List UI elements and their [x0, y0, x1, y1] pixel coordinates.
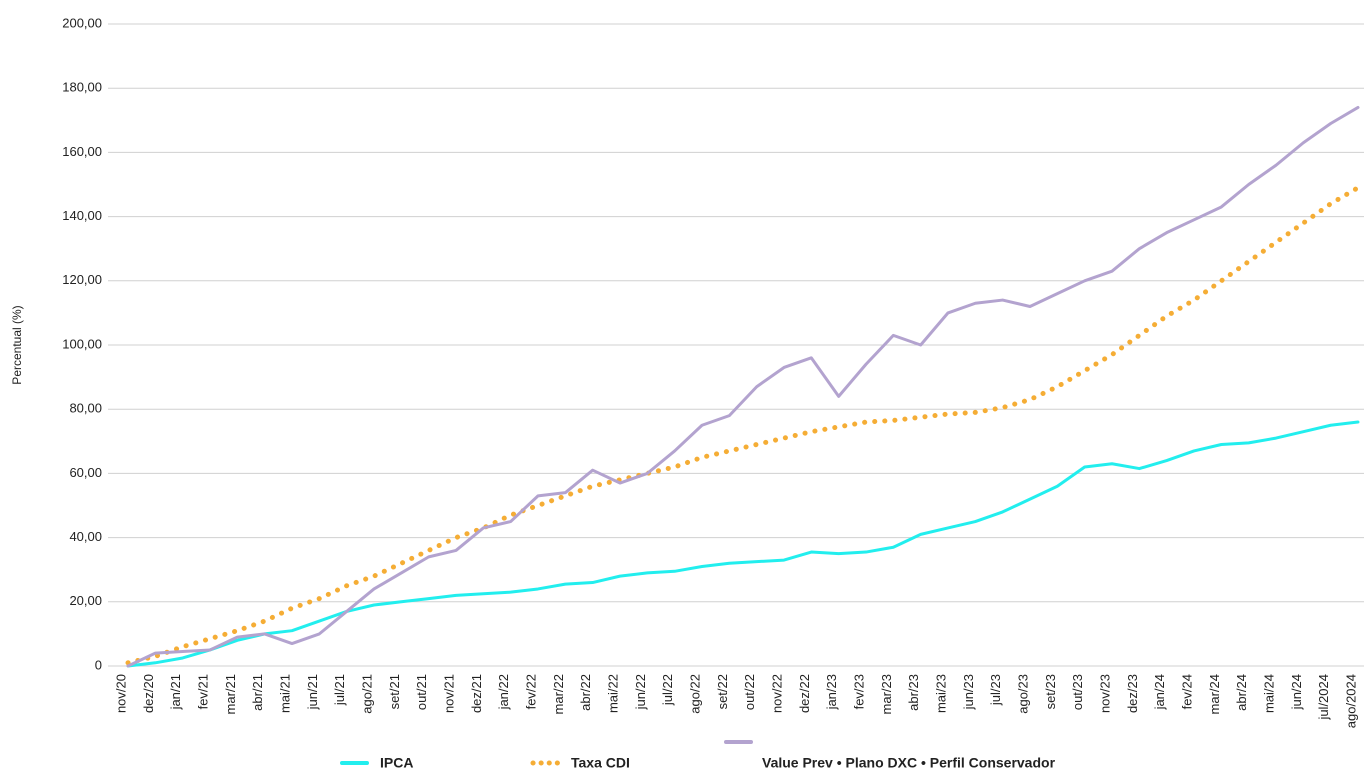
x-tick-label: jan/24	[1152, 674, 1167, 710]
x-tick-label: ago/21	[359, 674, 374, 714]
x-tick-label: dez/20	[141, 674, 156, 713]
x-tick-label: mai/23	[933, 674, 948, 713]
x-tick-label: jul/22	[660, 674, 675, 706]
x-tick-label: out/23	[1070, 674, 1085, 710]
y-tick-label: 40,00	[69, 529, 102, 544]
x-tick-label: set/22	[715, 674, 730, 709]
x-tick-label: mar/23	[879, 674, 894, 714]
x-tick-label: jan/21	[168, 674, 183, 710]
data-line	[126, 420, 1360, 668]
y-tick-label: 120,00	[62, 272, 102, 287]
data-line	[126, 105, 1360, 668]
x-tick-label: mai/21	[277, 674, 292, 713]
x-tick-label: abr/21	[250, 674, 265, 711]
x-tick-label: jul/21	[332, 674, 347, 706]
x-tick-label: abr/22	[578, 674, 593, 711]
x-tick-label: dez/22	[797, 674, 812, 713]
y-tick-label: 100,00	[62, 336, 102, 351]
x-tick-label: mar/21	[223, 674, 238, 714]
x-tick-label: fev/23	[851, 674, 866, 709]
legend-label: Value Prev • Plano DXC • Perfil Conserva…	[762, 755, 1056, 771]
x-tick-label: out/22	[742, 674, 757, 710]
x-tick-label: mai/22	[605, 674, 620, 713]
x-tick-label: abr/24	[1234, 674, 1249, 711]
x-tick-label: ago/22	[687, 674, 702, 714]
legend-label: Taxa CDI	[571, 755, 630, 771]
x-tick-label: jul/23	[988, 674, 1003, 706]
x-tick-label: mar/22	[551, 674, 566, 714]
x-tick-label: abr/23	[906, 674, 921, 711]
x-tick-label: fev/24	[1179, 674, 1194, 709]
y-tick-label: 0	[95, 657, 102, 672]
y-axis-label: Percentual (%)	[10, 305, 24, 384]
y-tick-label: 160,00	[62, 144, 102, 159]
x-tick-label: jun/23	[961, 674, 976, 710]
y-tick-label: 60,00	[69, 465, 102, 480]
y-tick-label: 180,00	[62, 80, 102, 95]
x-tick-label: fev/22	[523, 674, 538, 709]
y-tick-label: 80,00	[69, 401, 102, 416]
x-tick-label: jun/22	[633, 674, 648, 710]
x-tick-label: nov/23	[1097, 674, 1112, 713]
x-tick-label: set/21	[387, 674, 402, 709]
x-tick-label: jun/24	[1289, 674, 1304, 710]
legend-label: IPCA	[380, 755, 413, 771]
x-tick-label: ago/2024	[1343, 674, 1358, 728]
x-tick-label: mai/24	[1261, 674, 1276, 713]
x-tick-label: nov/22	[769, 674, 784, 713]
x-tick-label: mar/24	[1207, 674, 1222, 714]
x-tick-label: dez/21	[469, 674, 484, 713]
x-tick-label: jul/2024	[1316, 674, 1331, 721]
x-tick-label: jan/23	[824, 674, 839, 710]
y-tick-label: 200,00	[62, 15, 102, 30]
x-tick-label: dez/23	[1125, 674, 1140, 713]
data-line	[125, 185, 1361, 666]
x-tick-label: nov/20	[113, 674, 128, 713]
y-tick-label: 20,00	[69, 593, 102, 608]
x-tick-label: jun/21	[305, 674, 320, 710]
x-tick-label: ago/23	[1015, 674, 1030, 714]
x-tick-label: set/23	[1043, 674, 1058, 709]
x-tick-label: out/21	[414, 674, 429, 710]
x-tick-label: fev/21	[195, 674, 210, 709]
x-tick-label: jan/22	[496, 674, 511, 710]
x-tick-label: nov/21	[441, 674, 456, 713]
y-tick-label: 140,00	[62, 208, 102, 223]
